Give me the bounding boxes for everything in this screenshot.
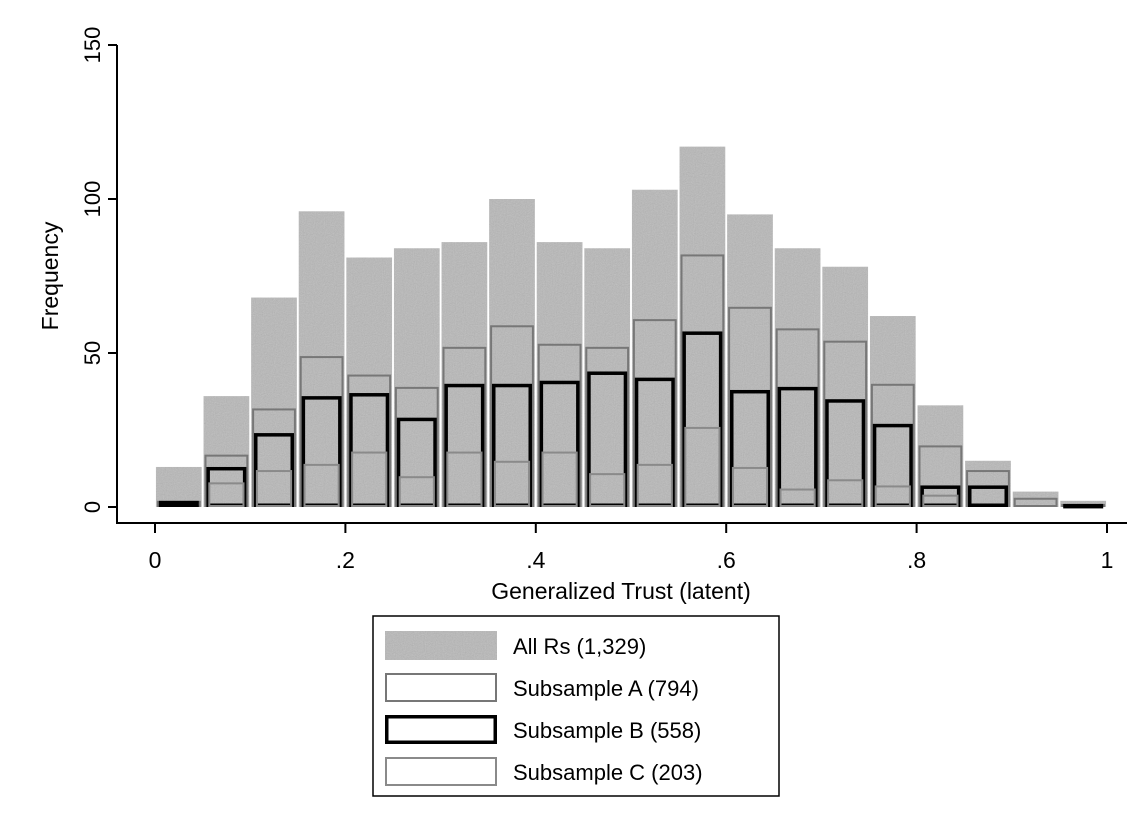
- y-tick-label: 150: [80, 27, 105, 64]
- legend-swatch: [385, 631, 497, 660]
- bar: [351, 451, 388, 507]
- legend-swatch: [385, 715, 497, 744]
- bar: [1013, 497, 1058, 508]
- legend-swatch: [385, 673, 497, 702]
- bar: [917, 405, 964, 507]
- bar: [446, 451, 483, 507]
- bar: [874, 485, 911, 508]
- x-tick-label: 1: [1101, 547, 1114, 573]
- x-tick-label: .4: [526, 547, 545, 573]
- bar: [1060, 500, 1107, 507]
- legend-label: Subsample C (203): [513, 760, 703, 785]
- series-all-rs: [155, 146, 1107, 507]
- y-tick-label: 0: [80, 501, 105, 513]
- bar: [589, 473, 626, 507]
- bar: [541, 451, 578, 507]
- bar: [727, 214, 773, 507]
- legend-label: Subsample A (794): [513, 676, 699, 701]
- bar: [536, 242, 583, 507]
- bar: [1063, 503, 1104, 509]
- bar: [731, 466, 769, 507]
- bar: [684, 426, 721, 508]
- bar: [489, 199, 535, 507]
- bar: [968, 485, 1008, 508]
- bar: [155, 466, 202, 507]
- legend-item: All Rs (1,329): [385, 631, 646, 660]
- bar: [441, 242, 488, 507]
- bar: [346, 257, 393, 507]
- bar: [398, 476, 435, 508]
- legend-label: Subsample B (558): [513, 718, 701, 743]
- legend-label: All Rs (1,329): [513, 634, 646, 659]
- x-tick-label: 0: [149, 547, 162, 573]
- legend-item: Subsample A (794): [385, 673, 699, 702]
- bar: [255, 470, 293, 508]
- bar: [827, 479, 864, 507]
- legend-item: Subsample C (203): [385, 757, 703, 786]
- bar: [679, 146, 726, 507]
- bar: [869, 316, 916, 507]
- x-tick-label: .2: [336, 547, 355, 573]
- bar: [779, 488, 816, 507]
- bar: [493, 460, 531, 507]
- y-axis-label: Frequency: [37, 221, 63, 330]
- bar: [158, 500, 199, 507]
- bar: [584, 248, 631, 507]
- bar: [636, 463, 673, 508]
- bar: [303, 463, 340, 508]
- bar: [965, 460, 1011, 507]
- legend-item: Subsample B (558): [385, 715, 701, 744]
- legend-swatch: [385, 757, 497, 786]
- bar: [208, 482, 245, 507]
- bar: [631, 189, 678, 507]
- y-tick-label: 50: [80, 341, 105, 365]
- bar: [393, 248, 440, 507]
- bar: [251, 297, 297, 507]
- y-tick-label: 100: [80, 181, 105, 218]
- x-tick-label: .6: [717, 547, 736, 573]
- bar: [774, 248, 821, 507]
- bar: [822, 266, 869, 507]
- bar: [922, 494, 959, 507]
- bar: [203, 396, 250, 507]
- x-tick-label: .8: [907, 547, 926, 573]
- bar: [298, 211, 345, 507]
- x-axis-label: Generalized Trust (latent): [491, 578, 751, 604]
- series-subsample-c: [208, 426, 959, 508]
